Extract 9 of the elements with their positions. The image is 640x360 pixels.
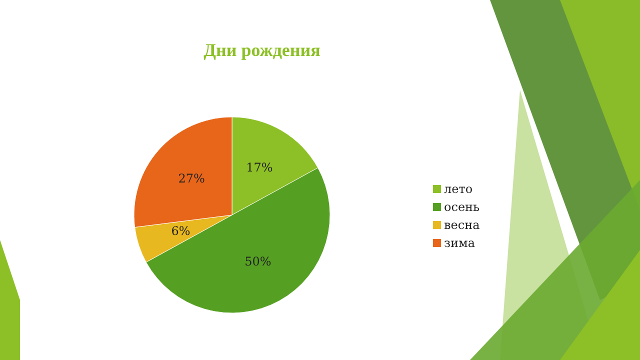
chart-title: Дни рождения: [204, 40, 321, 60]
data-label: 27%: [178, 171, 205, 186]
legend-label: осень: [444, 200, 480, 214]
data-label: 17%: [246, 160, 273, 175]
legend-label: лето: [444, 182, 473, 196]
legend-label: весна: [444, 218, 480, 232]
data-label: 50%: [244, 254, 272, 268]
legend-label: зима: [444, 236, 476, 250]
data-label: 6%: [171, 224, 190, 238]
